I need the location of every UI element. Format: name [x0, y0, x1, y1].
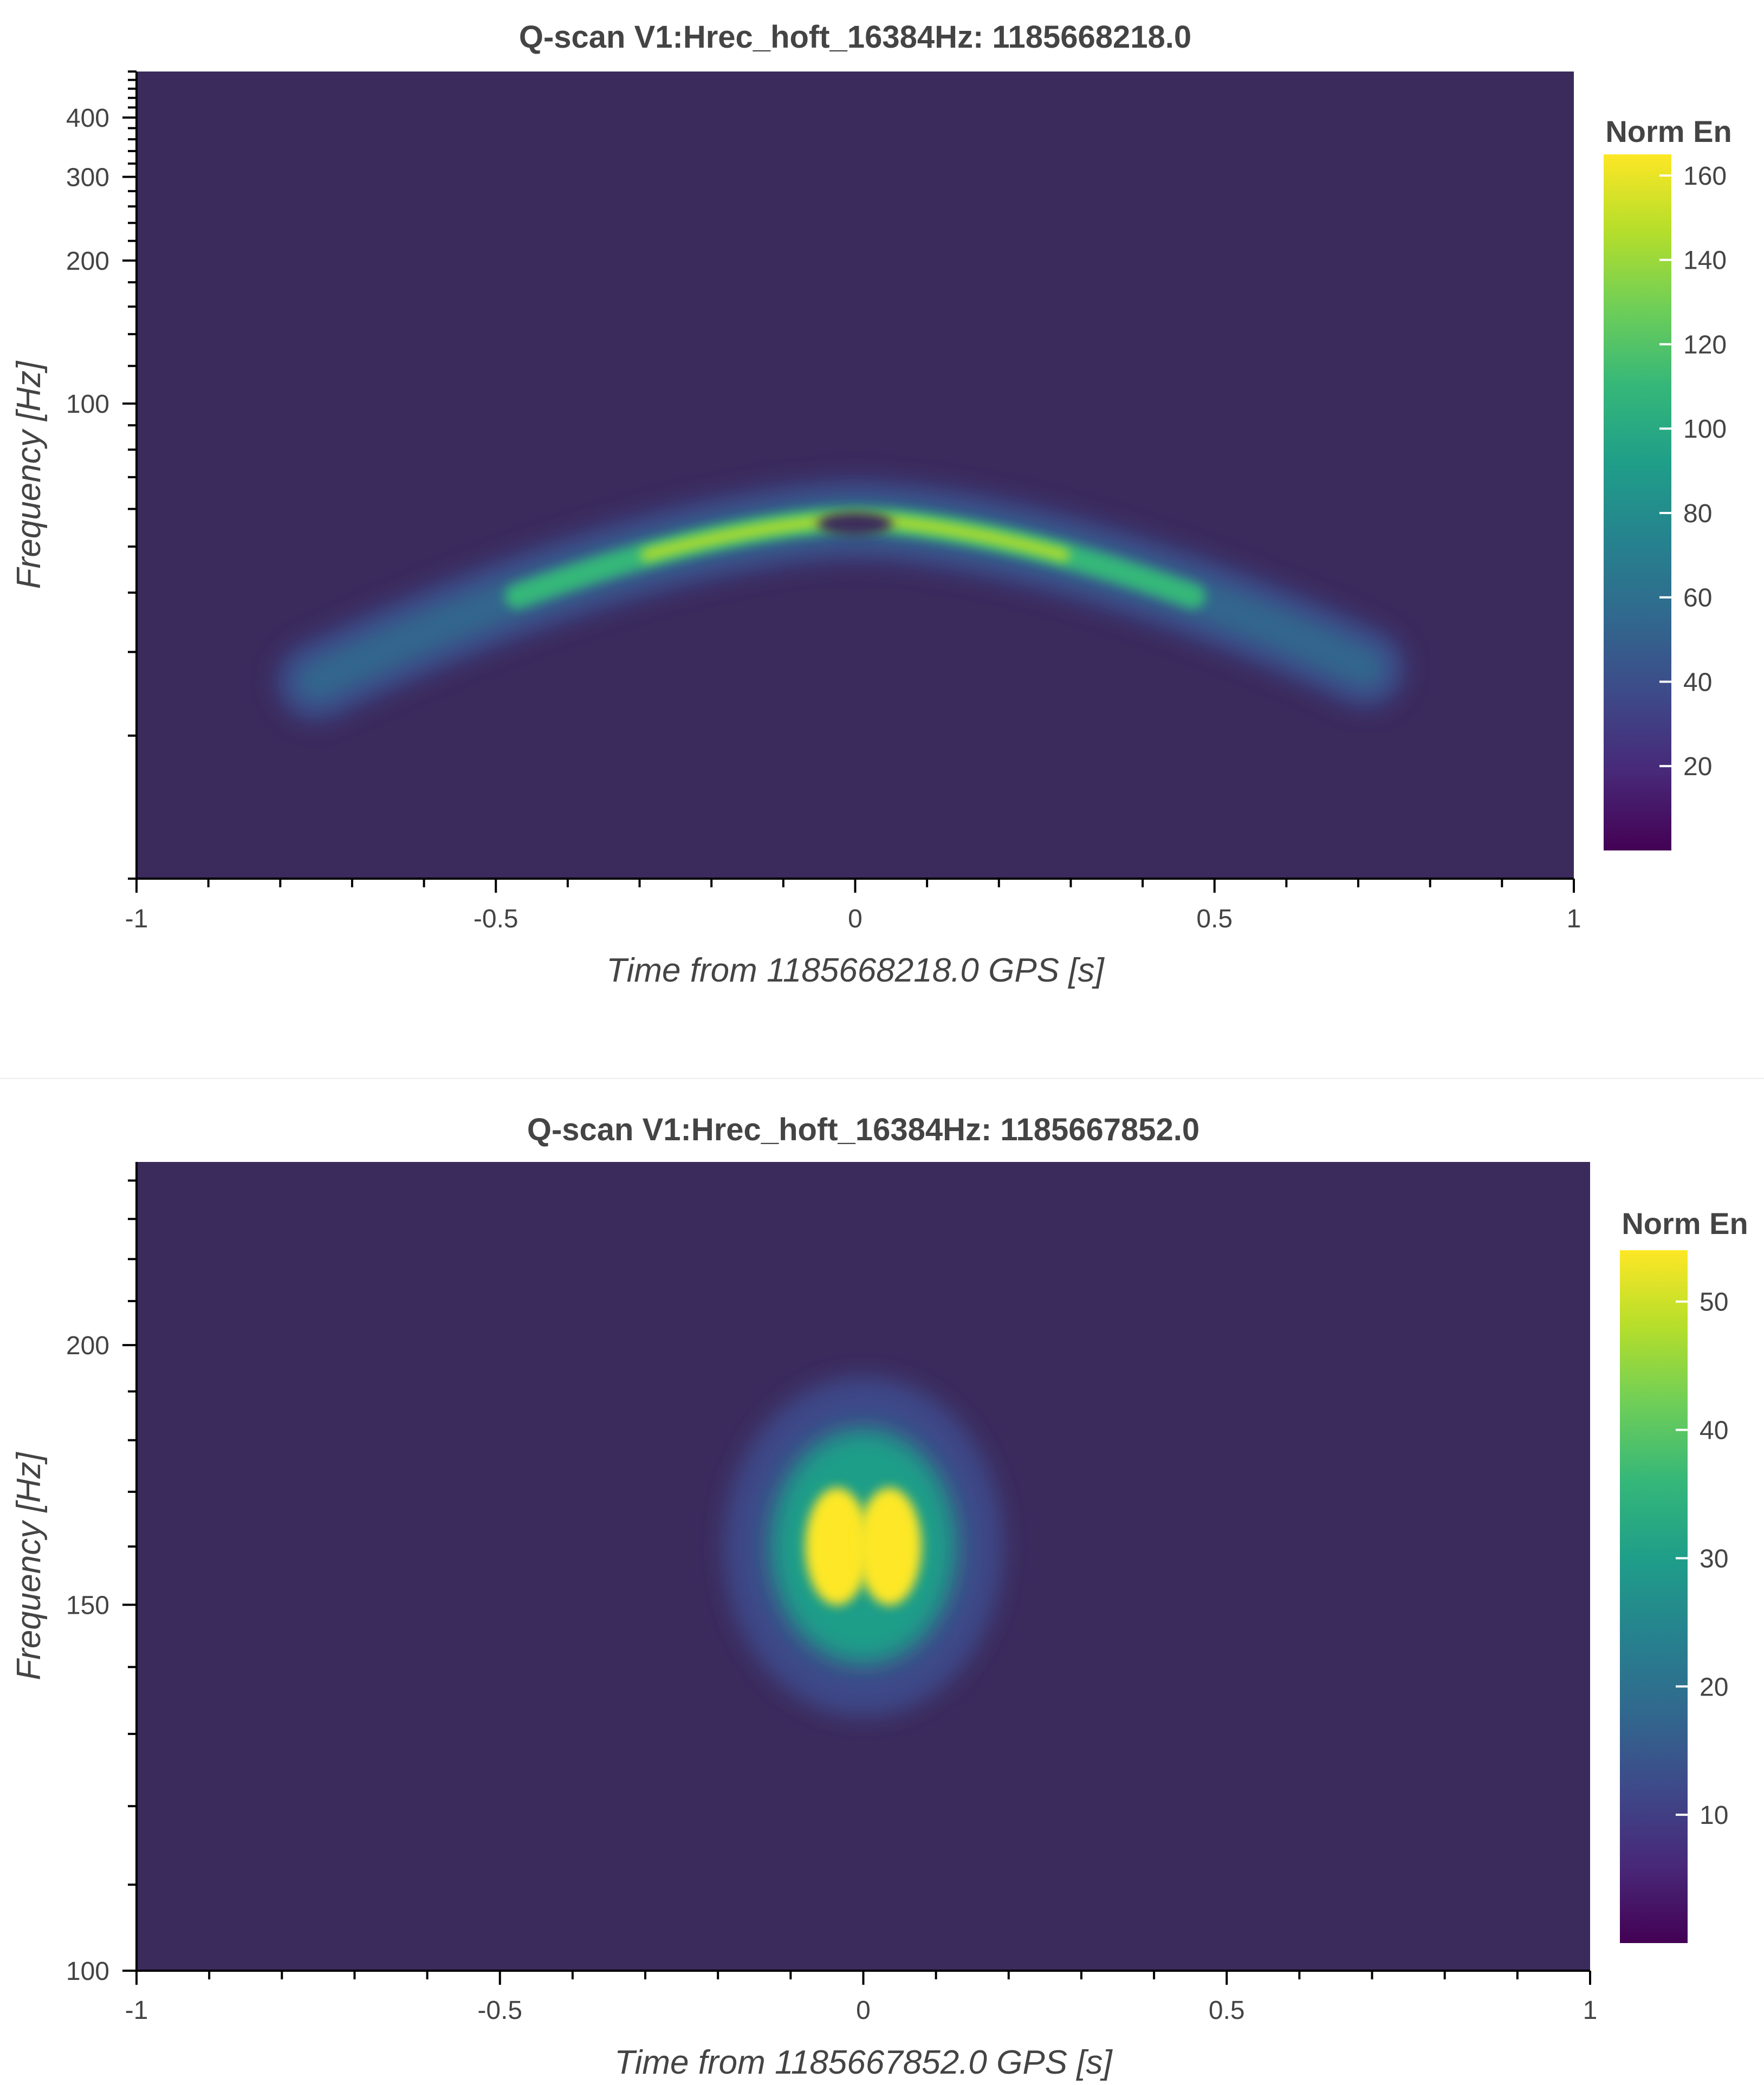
y-tick-label-100: 100	[66, 390, 109, 419]
y-tick-label-300: 300	[66, 164, 109, 192]
x-tick-label-0-5: 0.5	[1196, 905, 1233, 933]
x-tick-label-0: 0	[856, 1996, 871, 2025]
colorbar	[1620, 1250, 1688, 1943]
qscan-panel-bottom: Q-scan V1:Hrec_hoft_16384Hz: 1185667852.…	[0, 1078, 1764, 2085]
heatmap-energy-layer	[723, 1376, 1003, 1717]
colorbar-tick-label-160: 160	[1683, 162, 1727, 191]
y-tick-label-100: 100	[66, 1957, 109, 1986]
x-tick-label-0-5: 0.5	[1209, 1996, 1245, 2025]
colorbar-tick-label-20: 20	[1683, 752, 1712, 781]
colorbar-tick-label-80: 80	[1683, 499, 1712, 528]
blob-core-left	[805, 1488, 870, 1606]
heatmap-energy-layer	[275, 479, 1406, 723]
y-tick-label-150: 150	[66, 1591, 109, 1620]
y-axis-label: Frequency [Hz]	[10, 1452, 48, 1680]
colorbar-tick-label-60: 60	[1683, 584, 1712, 613]
x-tick-label-1: 1	[1583, 1996, 1598, 2025]
x-tick-label-0: 0	[848, 905, 862, 933]
colorbar-tick-label-40: 40	[1700, 1417, 1728, 1445]
x-axis-label: Time from 1185668218.0 GPS [s]	[606, 952, 1105, 989]
colorbar-tick-label-20: 20	[1700, 1673, 1728, 1701]
x-tick-label-0-5: -0.5	[474, 905, 518, 933]
colorbar-label: Norm En	[1605, 114, 1731, 148]
colorbar-tick-label-120: 120	[1683, 330, 1727, 359]
colorbar-label: Norm En	[1622, 1206, 1748, 1240]
x-axis-label: Time from 1185667852.0 GPS [s]	[614, 2044, 1113, 2081]
y-tick-label-200: 200	[66, 247, 109, 276]
colorbar-tick-label-140: 140	[1683, 246, 1727, 275]
blob-core-right	[857, 1488, 922, 1606]
x-tick-label-1: -1	[125, 1996, 148, 2025]
colorbar-tick-label-50: 50	[1700, 1288, 1728, 1317]
y-axis-label: Frequency [Hz]	[10, 360, 48, 589]
colorbar-tick-label-100: 100	[1683, 415, 1727, 444]
chart-title: Q-scan V1:Hrec_hoft_16384Hz: 1185667852.…	[527, 1112, 1199, 1147]
colorbar-tick-label-40: 40	[1683, 668, 1712, 697]
x-tick-label-1: 1	[1567, 905, 1581, 933]
heatmap-background	[137, 72, 1574, 879]
qscan-chart-bottom: Q-scan V1:Hrec_hoft_16384Hz: 1185667852.…	[10, 1112, 1748, 2081]
colorbar	[1604, 154, 1671, 850]
chart-title: Q-scan V1:Hrec_hoft_16384Hz: 1185668218.…	[519, 20, 1191, 55]
panel-separator	[0, 1078, 1764, 1079]
colorbar-tick-label-10: 10	[1700, 1801, 1728, 1830]
x-tick-label-1: -1	[125, 905, 148, 933]
y-tick-label-400: 400	[66, 104, 109, 133]
colorbar-tick-label-30: 30	[1700, 1544, 1728, 1573]
y-tick-label-200: 200	[66, 1331, 109, 1360]
chirp-apex-eye	[817, 512, 893, 536]
qscan-panel-top: Q-scan V1:Hrec_hoft_16384Hz: 1185668218.…	[10, 20, 1732, 989]
x-tick-label-0-5: -0.5	[477, 1996, 522, 2025]
qscan-chart-top: Q-scan V1:Hrec_hoft_16384Hz: 1185668218.…	[10, 20, 1732, 989]
